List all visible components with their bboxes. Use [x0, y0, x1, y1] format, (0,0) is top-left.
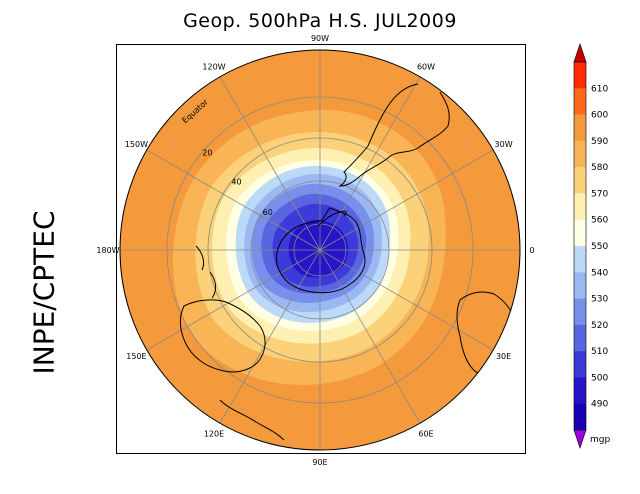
colorbar-segment: [574, 193, 586, 221]
longitude-labels: 90W 60W 30W 0 30E 60E 90E 120E 150E 180W 150W 120W: [96, 34, 534, 467]
colorbar-tick-label: 540: [591, 268, 608, 278]
longitude-label: 180W: [96, 246, 119, 255]
meridian-line: [219, 249, 321, 424]
colorbar-tick-label: 600: [591, 111, 608, 121]
coast-southeast-asia: [219, 399, 285, 441]
colorbar-tick-label: 570: [591, 189, 608, 199]
colorbar-tick-label: 520: [591, 321, 608, 331]
colorbar-tick-label: 490: [591, 400, 608, 410]
map-title: Geop. 500hPa H.S. JUL2009: [183, 10, 457, 32]
colorbar-tick-label: 610: [591, 84, 608, 94]
colorbar-segment: [574, 377, 586, 405]
colorbar-segment: [574, 324, 586, 352]
longitude-label: 60E: [418, 430, 433, 439]
meridian-line: [146, 249, 321, 351]
colorbar-tick-label: 510: [591, 347, 608, 357]
colorbar-segment: [574, 88, 586, 115]
meridian-line: [146, 149, 321, 251]
latitude-label: 40: [231, 178, 241, 187]
colorbar-segment: [574, 62, 586, 89]
longitude-label: 0: [529, 246, 534, 255]
colorbar-segment: [574, 272, 586, 299]
colorbar-segment: [574, 351, 586, 378]
coast-antarctica: [275, 207, 366, 294]
colorbar-segment: [574, 219, 586, 247]
colorbar-segment: [574, 140, 586, 168]
colorbar-segment: [574, 114, 586, 142]
longitude-label: 30E: [496, 352, 511, 361]
coast-antarctic-peninsula: [317, 210, 347, 227]
latitude-label: 60: [263, 208, 273, 217]
colorbar-tick-label: 560: [591, 216, 608, 226]
colorbar-segment: [574, 298, 586, 326]
longitude-label: 120E: [204, 430, 224, 439]
graticule: [120, 50, 520, 450]
longitude-label: 90W: [311, 34, 329, 43]
longitude-label: 150E: [126, 352, 146, 361]
colorbar-tick-label: 580: [591, 163, 608, 173]
colorbar-bottom-arrow: [573, 429, 587, 449]
meridian-line: [319, 249, 494, 351]
colorbar: 610 600 590 580 570 560 550 540 530 520 510 500 490 m…: [573, 43, 610, 449]
colorbar-segment: [574, 246, 586, 273]
longitude-label: 90E: [312, 458, 327, 467]
meridian-line: [319, 76, 421, 251]
colorbar-tick-label: 550: [591, 242, 608, 252]
colorbar-tick-label: 500: [591, 373, 608, 383]
longitude-label: 150W: [125, 140, 148, 149]
longitude-label: 120W: [202, 62, 225, 71]
map-boundary: [119, 49, 521, 451]
coast-australia: [179, 299, 266, 373]
latitude-label: 20: [202, 149, 212, 158]
colorbar-segment: [574, 403, 586, 431]
coast-south-america: [338, 83, 450, 187]
colorbar-tick-label: 530: [591, 295, 608, 305]
colorbar-unit: mgp: [590, 435, 610, 445]
meridian-line: [319, 149, 494, 251]
longitude-label: 60W: [417, 62, 435, 71]
longitude-label: 30W: [495, 140, 513, 149]
meridian-line: [319, 249, 421, 424]
colorbar-tick-label: 590: [591, 137, 608, 147]
coast-new-zealand: [195, 245, 217, 299]
colorbar-segment: [574, 167, 586, 194]
colorbar-top-arrow: [573, 43, 587, 63]
meridian-line: [219, 76, 321, 251]
